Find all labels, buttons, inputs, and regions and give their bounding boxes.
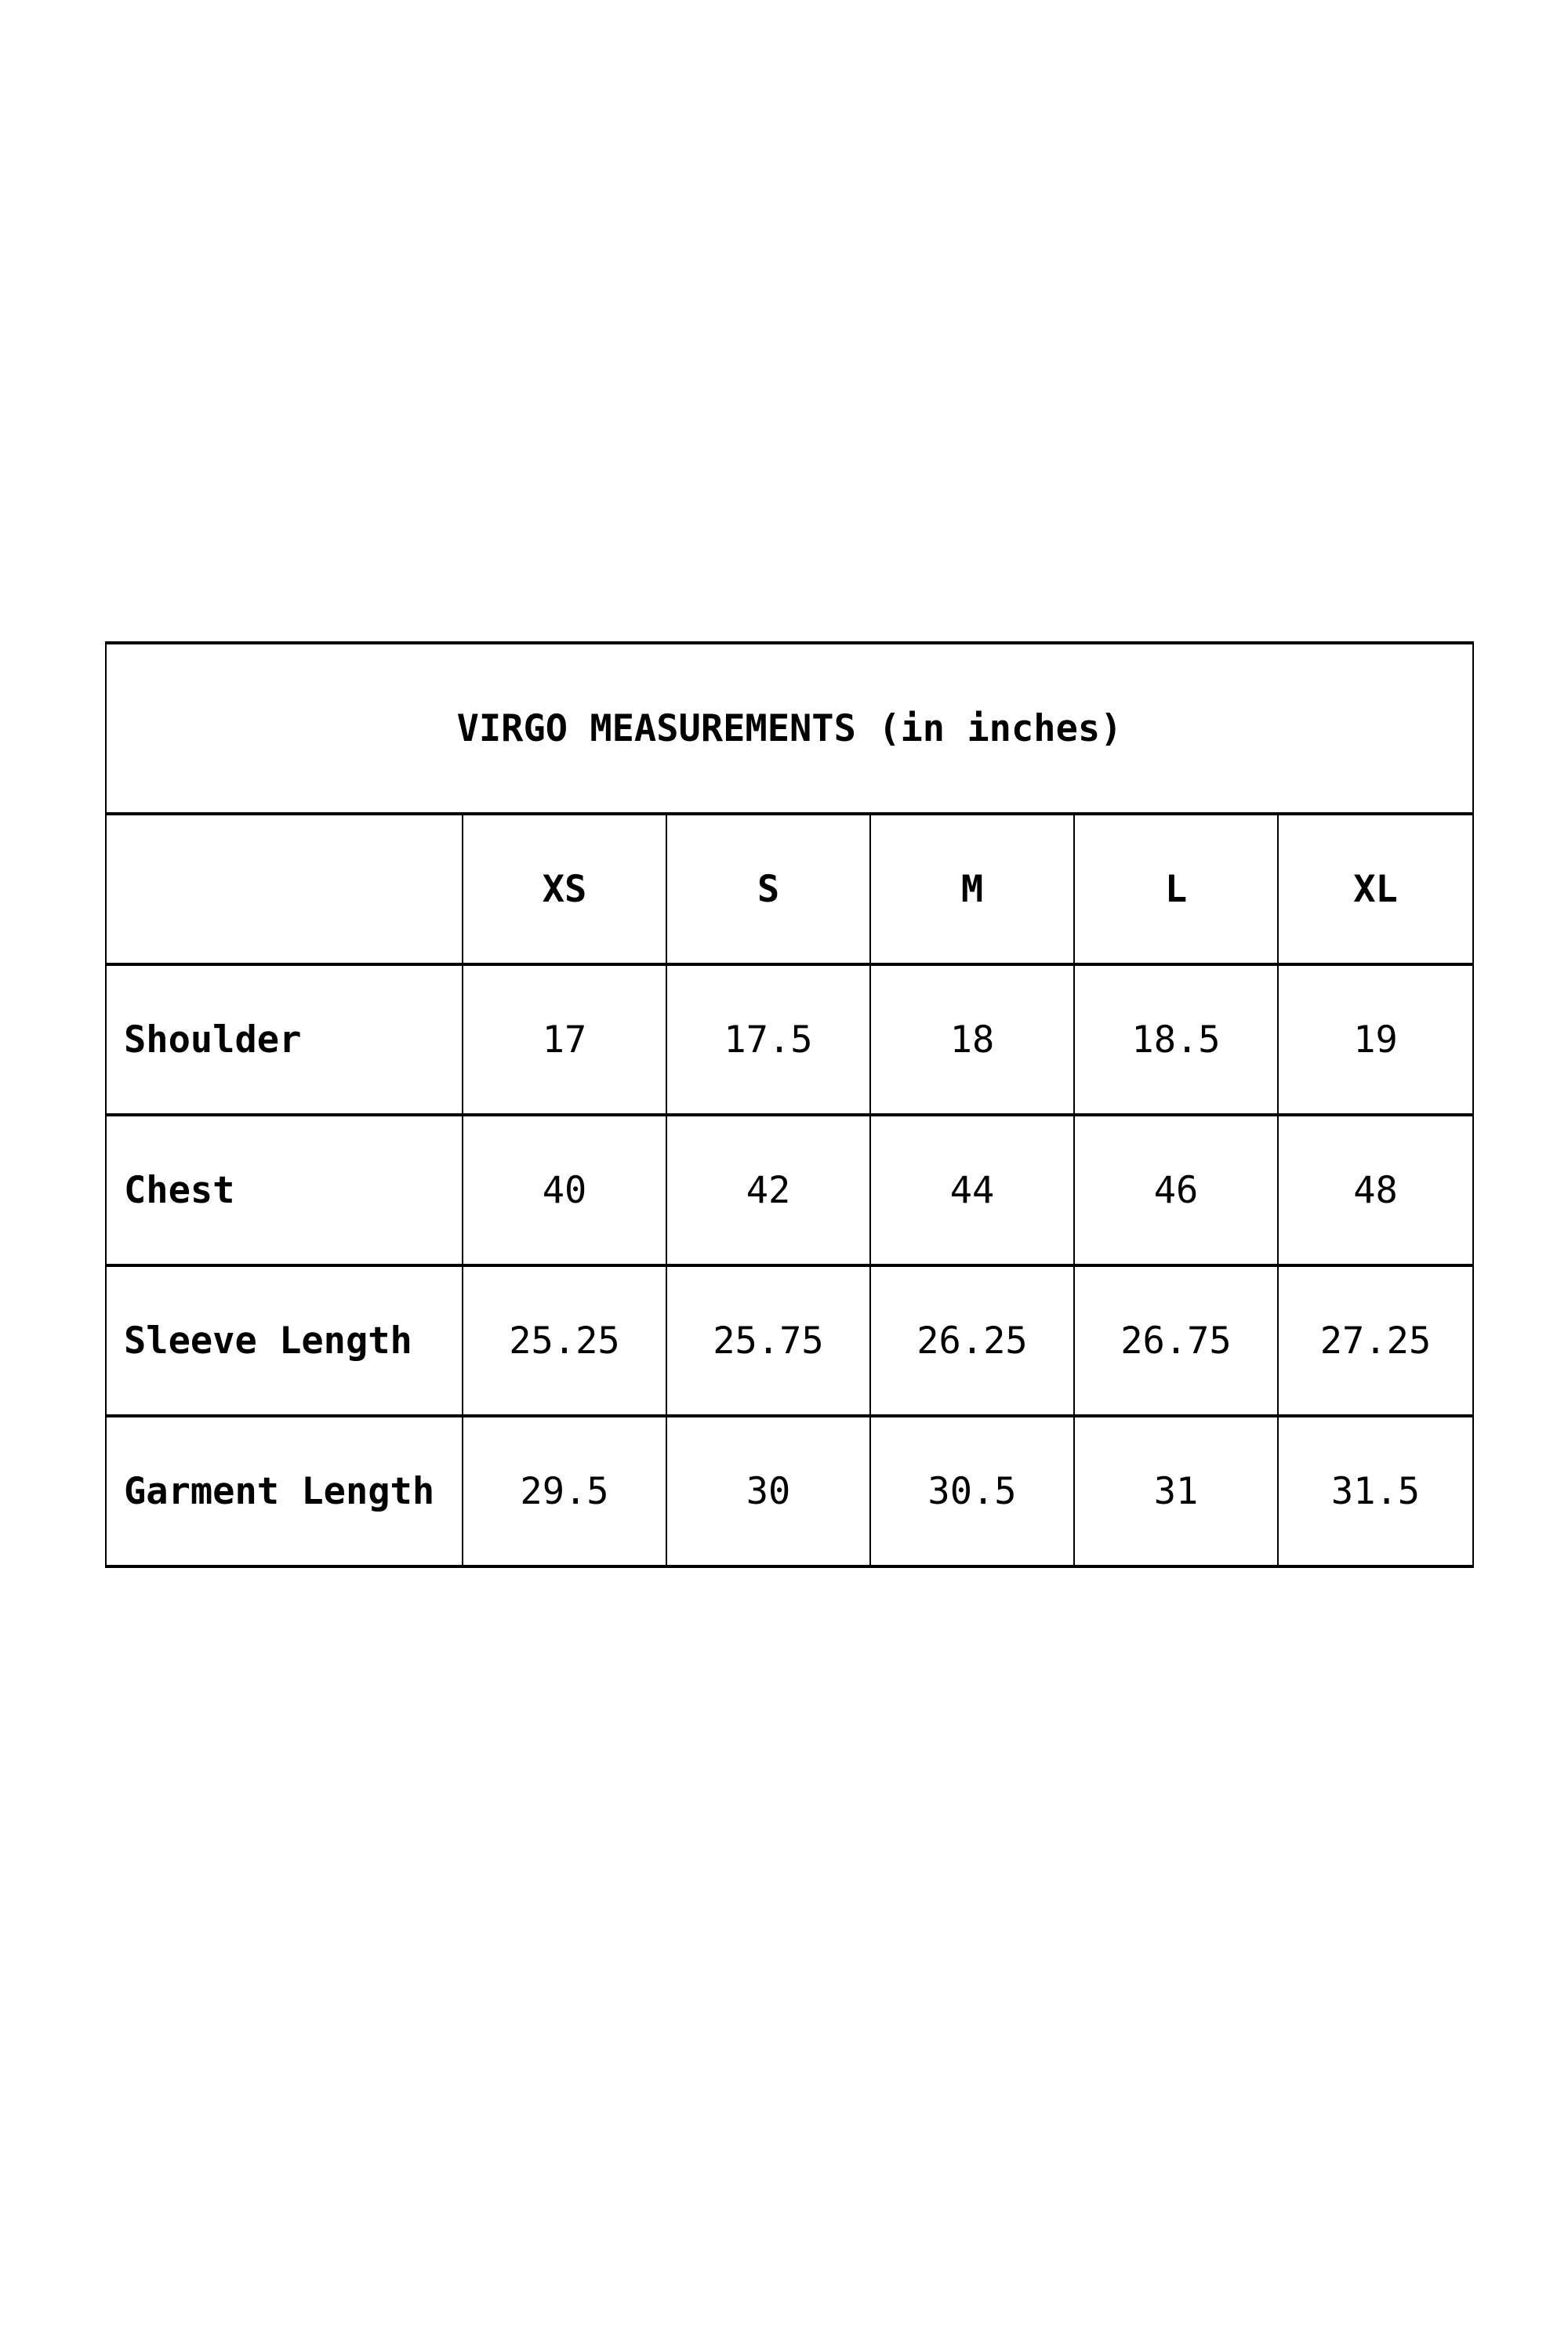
measurement-value: 42	[666, 1113, 871, 1267]
size-header-xl: XL	[1276, 812, 1475, 966]
measurement-value: 31	[1073, 1414, 1279, 1568]
measurement-label: Chest	[105, 1113, 463, 1267]
size-header-l: L	[1073, 812, 1279, 966]
measurement-label: Garment Length	[105, 1414, 463, 1568]
measurement-value: 25.75	[666, 1264, 871, 1417]
measurement-label: Shoulder	[105, 963, 463, 1116]
measurement-value: 30.5	[869, 1414, 1075, 1568]
measurement-value: 17.5	[666, 963, 871, 1116]
size-header-row: XS S M L XL	[105, 812, 1475, 966]
table-row-garment-length: Garment Length 29.5 30 30.5 31 31.5	[105, 1414, 1475, 1568]
measurement-value: 26.75	[1073, 1264, 1279, 1417]
table-row-sleeve-length: Sleeve Length 25.25 25.75 26.25 26.75 27…	[105, 1264, 1475, 1417]
measurement-value: 25.25	[462, 1264, 667, 1417]
corner-cell	[105, 812, 463, 966]
size-chart-table: VIRGO MEASUREMENTS (in inches) XS S M L …	[104, 641, 1475, 1568]
size-header-xs: XS	[462, 812, 667, 966]
table-row-chest: Chest 40 42 44 46 48	[105, 1113, 1475, 1267]
size-header-s: S	[666, 812, 871, 966]
size-header-m: M	[869, 812, 1075, 966]
measurement-value: 31.5	[1276, 1414, 1475, 1568]
table-title: VIRGO MEASUREMENTS (in inches)	[104, 641, 1475, 815]
measurement-value: 48	[1276, 1113, 1475, 1267]
measurement-value: 18.5	[1073, 963, 1279, 1116]
measurement-value: 40	[462, 1113, 667, 1267]
measurement-label: Sleeve Length	[105, 1264, 463, 1417]
table-row-shoulder: Shoulder 17 17.5 18 18.5 19	[105, 963, 1475, 1116]
measurement-value: 46	[1073, 1113, 1279, 1267]
measurement-value: 44	[869, 1113, 1075, 1267]
measurement-value: 29.5	[462, 1414, 667, 1568]
measurement-value: 17	[462, 963, 667, 1116]
measurement-value: 18	[869, 963, 1075, 1116]
measurement-value: 19	[1276, 963, 1475, 1116]
measurement-value: 27.25	[1276, 1264, 1475, 1417]
measurement-value: 26.25	[869, 1264, 1075, 1417]
table-title-row: VIRGO MEASUREMENTS (in inches)	[104, 641, 1475, 815]
measurement-value: 30	[666, 1414, 871, 1568]
